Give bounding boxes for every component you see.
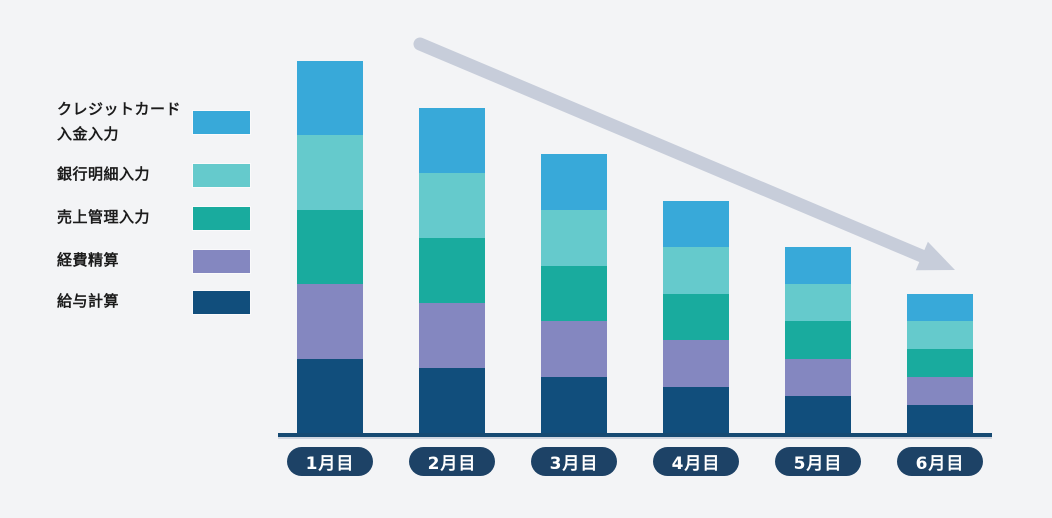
bar-segment [419,237,485,303]
bar-segment [419,172,485,238]
x-axis-label-pill: 6月目 [897,447,983,476]
bar-segment [907,349,973,378]
bar-segment [785,358,851,396]
x-axis-label-pill: 1月目 [287,447,373,476]
legend-label: 給与計算 [57,292,120,311]
bar-segment [663,200,729,247]
bar-segment [907,405,973,433]
bar-segment [785,284,851,322]
legend-label: クレジットカード 入金入力 [57,99,182,144]
bar-segment [785,321,851,359]
legend-item: 銀行明細入力 [57,153,257,197]
bar-segment [297,209,363,285]
x-axis-line [278,433,992,437]
bar-segment [907,377,973,406]
bar-segment [785,395,851,433]
legend-swatch-expense-icon [193,249,250,273]
legend-item: 給与計算 [57,280,257,324]
bar-segment [663,293,729,340]
bar-segment [419,367,485,433]
bar-segment [907,293,973,322]
bar-segment [907,321,973,350]
bar-segment [297,358,363,433]
legend-label: 銀行明細入力 [57,165,151,184]
legend-item: 売上管理入力 [57,196,257,240]
legend-swatch-credit-card-icon [193,110,250,134]
bar-segment [541,377,607,433]
x-axis-label-pill: 5月目 [775,447,861,476]
bar-segment [297,135,363,210]
x-axis-label-pill: 3月目 [531,447,617,476]
legend-swatch-payroll-icon [193,290,250,314]
stacked-bar [663,200,729,433]
bar-segment [785,247,851,285]
bar-segment [663,340,729,387]
legend-swatch-sales-management-icon [193,206,250,230]
bar-segment [541,154,607,210]
bar-segment [541,321,607,378]
bar-segment [297,61,363,136]
bar-segment [663,247,729,294]
stacked-bar [419,107,485,433]
bar-segment [297,284,363,359]
legend-item: クレジットカード 入金入力 [57,96,257,148]
stacked-bar [785,247,851,433]
bar-segment [419,302,485,368]
stacked-bar [907,293,973,433]
bar-segment [419,107,485,173]
stacked-bar [297,61,363,433]
x-axis-label-pill: 2月目 [409,447,495,476]
bar-segment [663,386,729,433]
bar-segment [541,209,607,266]
legend-swatch-bank-statement-icon [193,163,250,187]
stacked-bar [541,154,607,433]
bar-segment [541,265,607,322]
x-axis-label-pill: 4月目 [653,447,739,476]
legend-label: 経費精算 [57,251,120,270]
legend-item: 経費精算 [57,239,257,283]
legend-label: 売上管理入力 [57,208,151,227]
